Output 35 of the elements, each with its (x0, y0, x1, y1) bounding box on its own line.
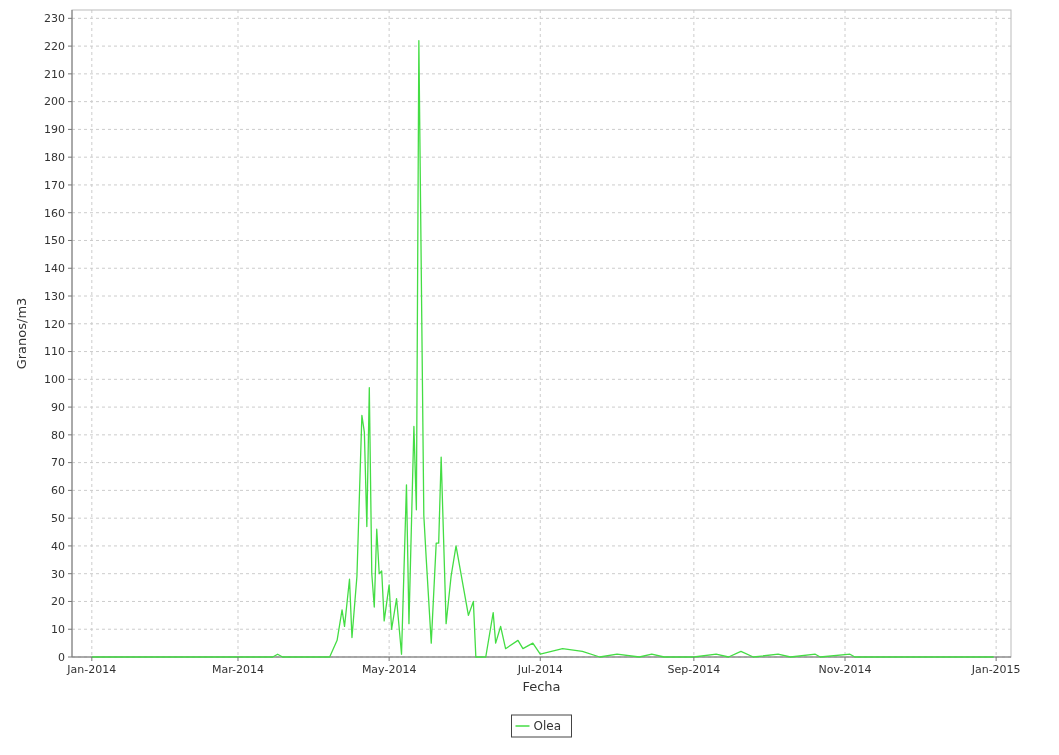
y-tick-label: 100 (44, 373, 65, 387)
y-tick-label: 60 (51, 484, 65, 498)
y-tick-label: 220 (44, 39, 65, 53)
y-tick-label: 130 (44, 289, 65, 303)
y-tick-label: 180 (44, 151, 65, 165)
y-tick-label: 230 (44, 12, 65, 26)
y-tick-label: 120 (44, 317, 65, 331)
y-tick-label: 50 (51, 512, 65, 526)
y-tick-label: 0 (58, 650, 65, 664)
y-tick-label: 140 (44, 262, 65, 276)
y-tick-label: 30 (51, 567, 65, 581)
y-tick-label: 210 (44, 67, 65, 81)
x-tick-label: Jan-2014 (66, 663, 117, 676)
line-series (91, 39, 995, 658)
y-tick-label: 10 (51, 623, 65, 637)
y-axis-title: Granos/m3 (14, 297, 29, 370)
y-tick-label: 150 (44, 234, 65, 248)
x-tick-label: Nov-2014 (818, 663, 872, 676)
legend-label: Olea (533, 719, 562, 734)
x-tick-label: Mar-2014 (211, 663, 265, 676)
y-tick-label: 200 (44, 95, 65, 109)
x-axis-title: Fecha (522, 679, 561, 694)
y-tick-label: 190 (44, 123, 65, 137)
y-tick-label: 70 (51, 456, 65, 470)
x-tick-label: Jan-2015 (970, 663, 1021, 676)
y-tick-label: 170 (44, 178, 65, 192)
y-tick-label: 20 (51, 595, 65, 609)
y-tick-label: 90 (51, 400, 65, 414)
y-tick-label: 160 (44, 206, 65, 220)
x-tick-label: Jul-2014 (516, 663, 563, 676)
y-tick-label: 80 (51, 428, 65, 442)
x-tick-label: Sep-2014 (667, 663, 721, 676)
x-tick-label: May-2014 (361, 663, 417, 676)
y-tick-label: 110 (44, 345, 65, 359)
y-tick-label: 40 (51, 539, 65, 553)
